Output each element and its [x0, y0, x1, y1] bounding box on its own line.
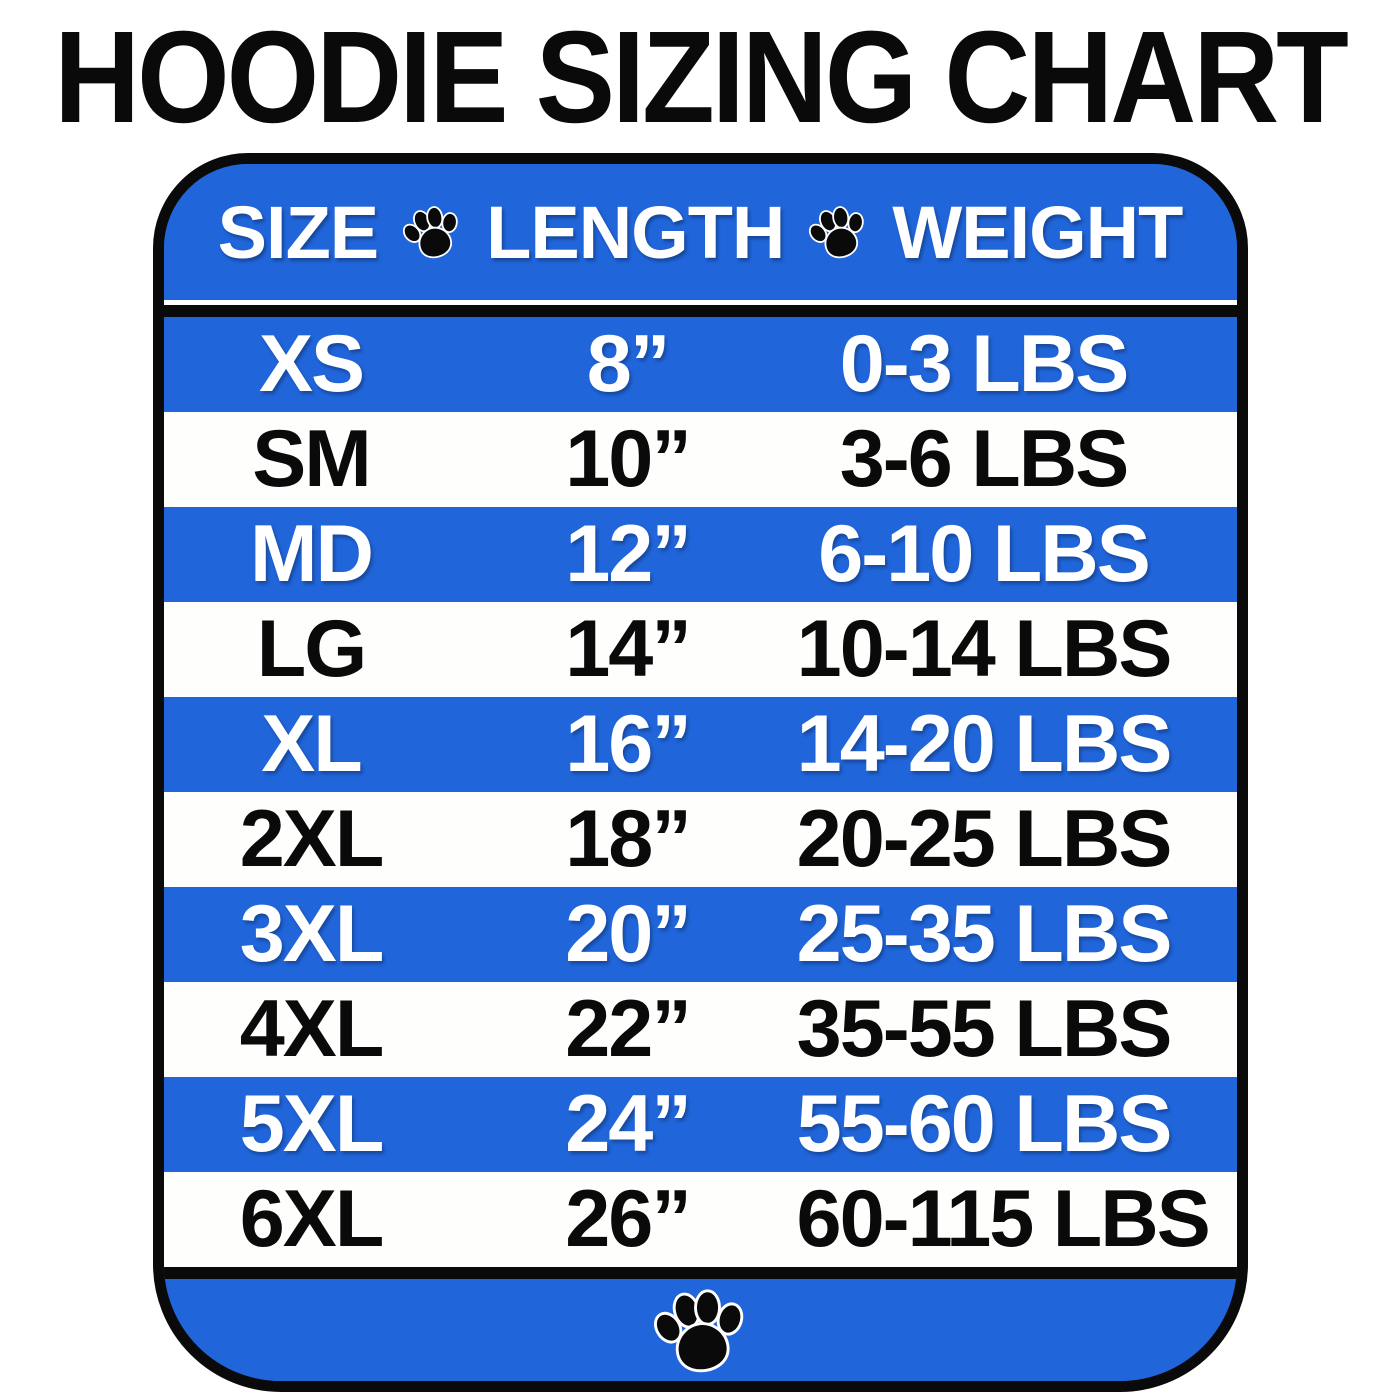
weight-cell: 25-35 LBS: [796, 889, 1173, 979]
table-footer: [163, 1279, 1237, 1381]
table-row: SM 10” 3-6 LBS: [163, 412, 1237, 507]
column-header-weight: WEIGHT: [892, 190, 1183, 274]
length-cell: 16”: [565, 699, 692, 789]
page: HOODIE SIZING CHART SIZE LENGTH WEIGHT X…: [0, 12, 1400, 1400]
length-cell: 18”: [565, 794, 692, 884]
size-cell: 3XL: [239, 889, 385, 979]
size-cell: XL: [261, 699, 363, 789]
size-cell: 6XL: [239, 1174, 385, 1264]
length-cell: 8”: [586, 319, 671, 409]
length-cell: 14”: [565, 604, 692, 694]
table-row: 2XL 18” 20-25 LBS: [163, 792, 1237, 887]
size-cell: 2XL: [239, 794, 385, 884]
header-divider-black: [163, 305, 1237, 317]
length-cell: 24”: [565, 1079, 692, 1169]
length-cell: 26”: [565, 1174, 692, 1264]
header-divider-white: [163, 300, 1237, 305]
sizing-chart-card: SIZE LENGTH WEIGHT XS 8” 0-3 LBS SM 10” 3-6 L…: [152, 153, 1248, 1392]
weight-cell: 35-55 LBS: [796, 984, 1173, 1074]
size-cell: LG: [256, 604, 367, 694]
paw-icon: [808, 201, 868, 263]
table-row: 5XL 24” 55-60 LBS: [163, 1077, 1237, 1172]
size-cell: 4XL: [239, 984, 385, 1074]
table-row: 4XL 22” 35-55 LBS: [163, 982, 1237, 1077]
size-cell: XS: [259, 319, 365, 409]
size-cell: MD: [250, 509, 374, 599]
paw-icon: [652, 1282, 748, 1378]
table-row: XL 16” 14-20 LBS: [163, 697, 1237, 792]
length-cell: 10”: [565, 414, 692, 504]
footer-divider-black: [163, 1267, 1237, 1279]
size-cell: 5XL: [239, 1079, 385, 1169]
table-row: 6XL 26” 60-115 LBS: [163, 1172, 1237, 1267]
table-row: 3XL 20” 25-35 LBS: [163, 887, 1237, 982]
weight-cell: 6-10 LBS: [818, 509, 1151, 599]
weight-cell: 3-6 LBS: [839, 414, 1130, 504]
length-cell: 12”: [565, 509, 692, 599]
weight-cell: 14-20 LBS: [796, 699, 1173, 789]
table-row: XS 8” 0-3 LBS: [163, 317, 1237, 412]
column-header-size: SIZE: [217, 190, 379, 274]
size-cell: SM: [252, 414, 372, 504]
table-row: MD 12” 6-10 LBS: [163, 507, 1237, 602]
table-header: SIZE LENGTH WEIGHT: [163, 164, 1237, 300]
length-cell: 22”: [565, 984, 692, 1074]
column-header-length: LENGTH: [486, 190, 785, 274]
page-title: HOODIE SIZING CHART: [54, 4, 1349, 151]
weight-cell: 60-115 LBS: [796, 1174, 1211, 1264]
table-row: LG 14” 10-14 LBS: [163, 602, 1237, 697]
table-body: XS 8” 0-3 LBS SM 10” 3-6 LBS MD 12” 6-10 LBS LG 14…: [163, 317, 1237, 1267]
weight-cell: 20-25 LBS: [796, 794, 1173, 884]
length-cell: 20”: [565, 889, 692, 979]
paw-icon: [402, 201, 462, 263]
weight-cell: 10-14 LBS: [796, 604, 1173, 694]
weight-cell: 0-3 LBS: [839, 319, 1130, 409]
weight-cell: 55-60 LBS: [796, 1079, 1173, 1169]
